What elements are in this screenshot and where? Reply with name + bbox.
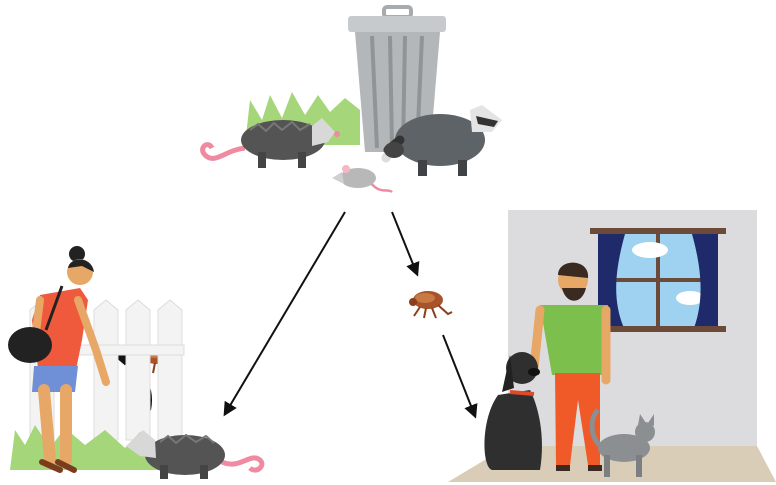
right-scene-part — [590, 228, 726, 234]
top-scene-part — [384, 142, 404, 158]
top-scene-part — [298, 152, 306, 168]
left-scene-part — [44, 390, 66, 460]
top-scene-part — [458, 160, 467, 176]
arrows-part — [443, 335, 475, 416]
top-scene-part — [384, 7, 411, 17]
top-scene — [203, 7, 502, 192]
top-scene-part — [203, 145, 245, 159]
top-scene-part — [418, 160, 427, 176]
left-scene-part — [222, 458, 262, 470]
fleas-part — [409, 291, 452, 318]
top-scene-part — [342, 165, 350, 173]
right-scene-part — [510, 392, 534, 394]
arrows-part — [392, 212, 417, 274]
left-scene-part-part — [126, 300, 150, 440]
page: (() => { const data = JSON.parse(documen… — [0, 0, 776, 485]
right-scene-part — [636, 455, 642, 477]
right-scene-part — [632, 242, 668, 258]
top-scene-part — [334, 131, 340, 137]
right-scene-part — [484, 390, 542, 470]
left-scene-part — [200, 465, 208, 479]
top-scene-part — [258, 152, 266, 168]
left-scene-part-part — [158, 300, 182, 440]
right-scene — [448, 210, 776, 482]
right-scene-part — [528, 368, 540, 376]
flea-transmission-diagram — [0, 0, 776, 485]
right-scene-part — [604, 455, 610, 477]
left-scene-part — [8, 327, 52, 363]
right-scene-part — [592, 326, 726, 332]
right-scene-part — [540, 305, 608, 375]
left-scene — [8, 246, 262, 479]
top-scene-part — [348, 16, 446, 32]
top-scene-part — [370, 182, 392, 192]
left-scene-part — [160, 465, 168, 479]
arrows-part — [225, 212, 345, 414]
top-scene-part — [332, 172, 344, 184]
